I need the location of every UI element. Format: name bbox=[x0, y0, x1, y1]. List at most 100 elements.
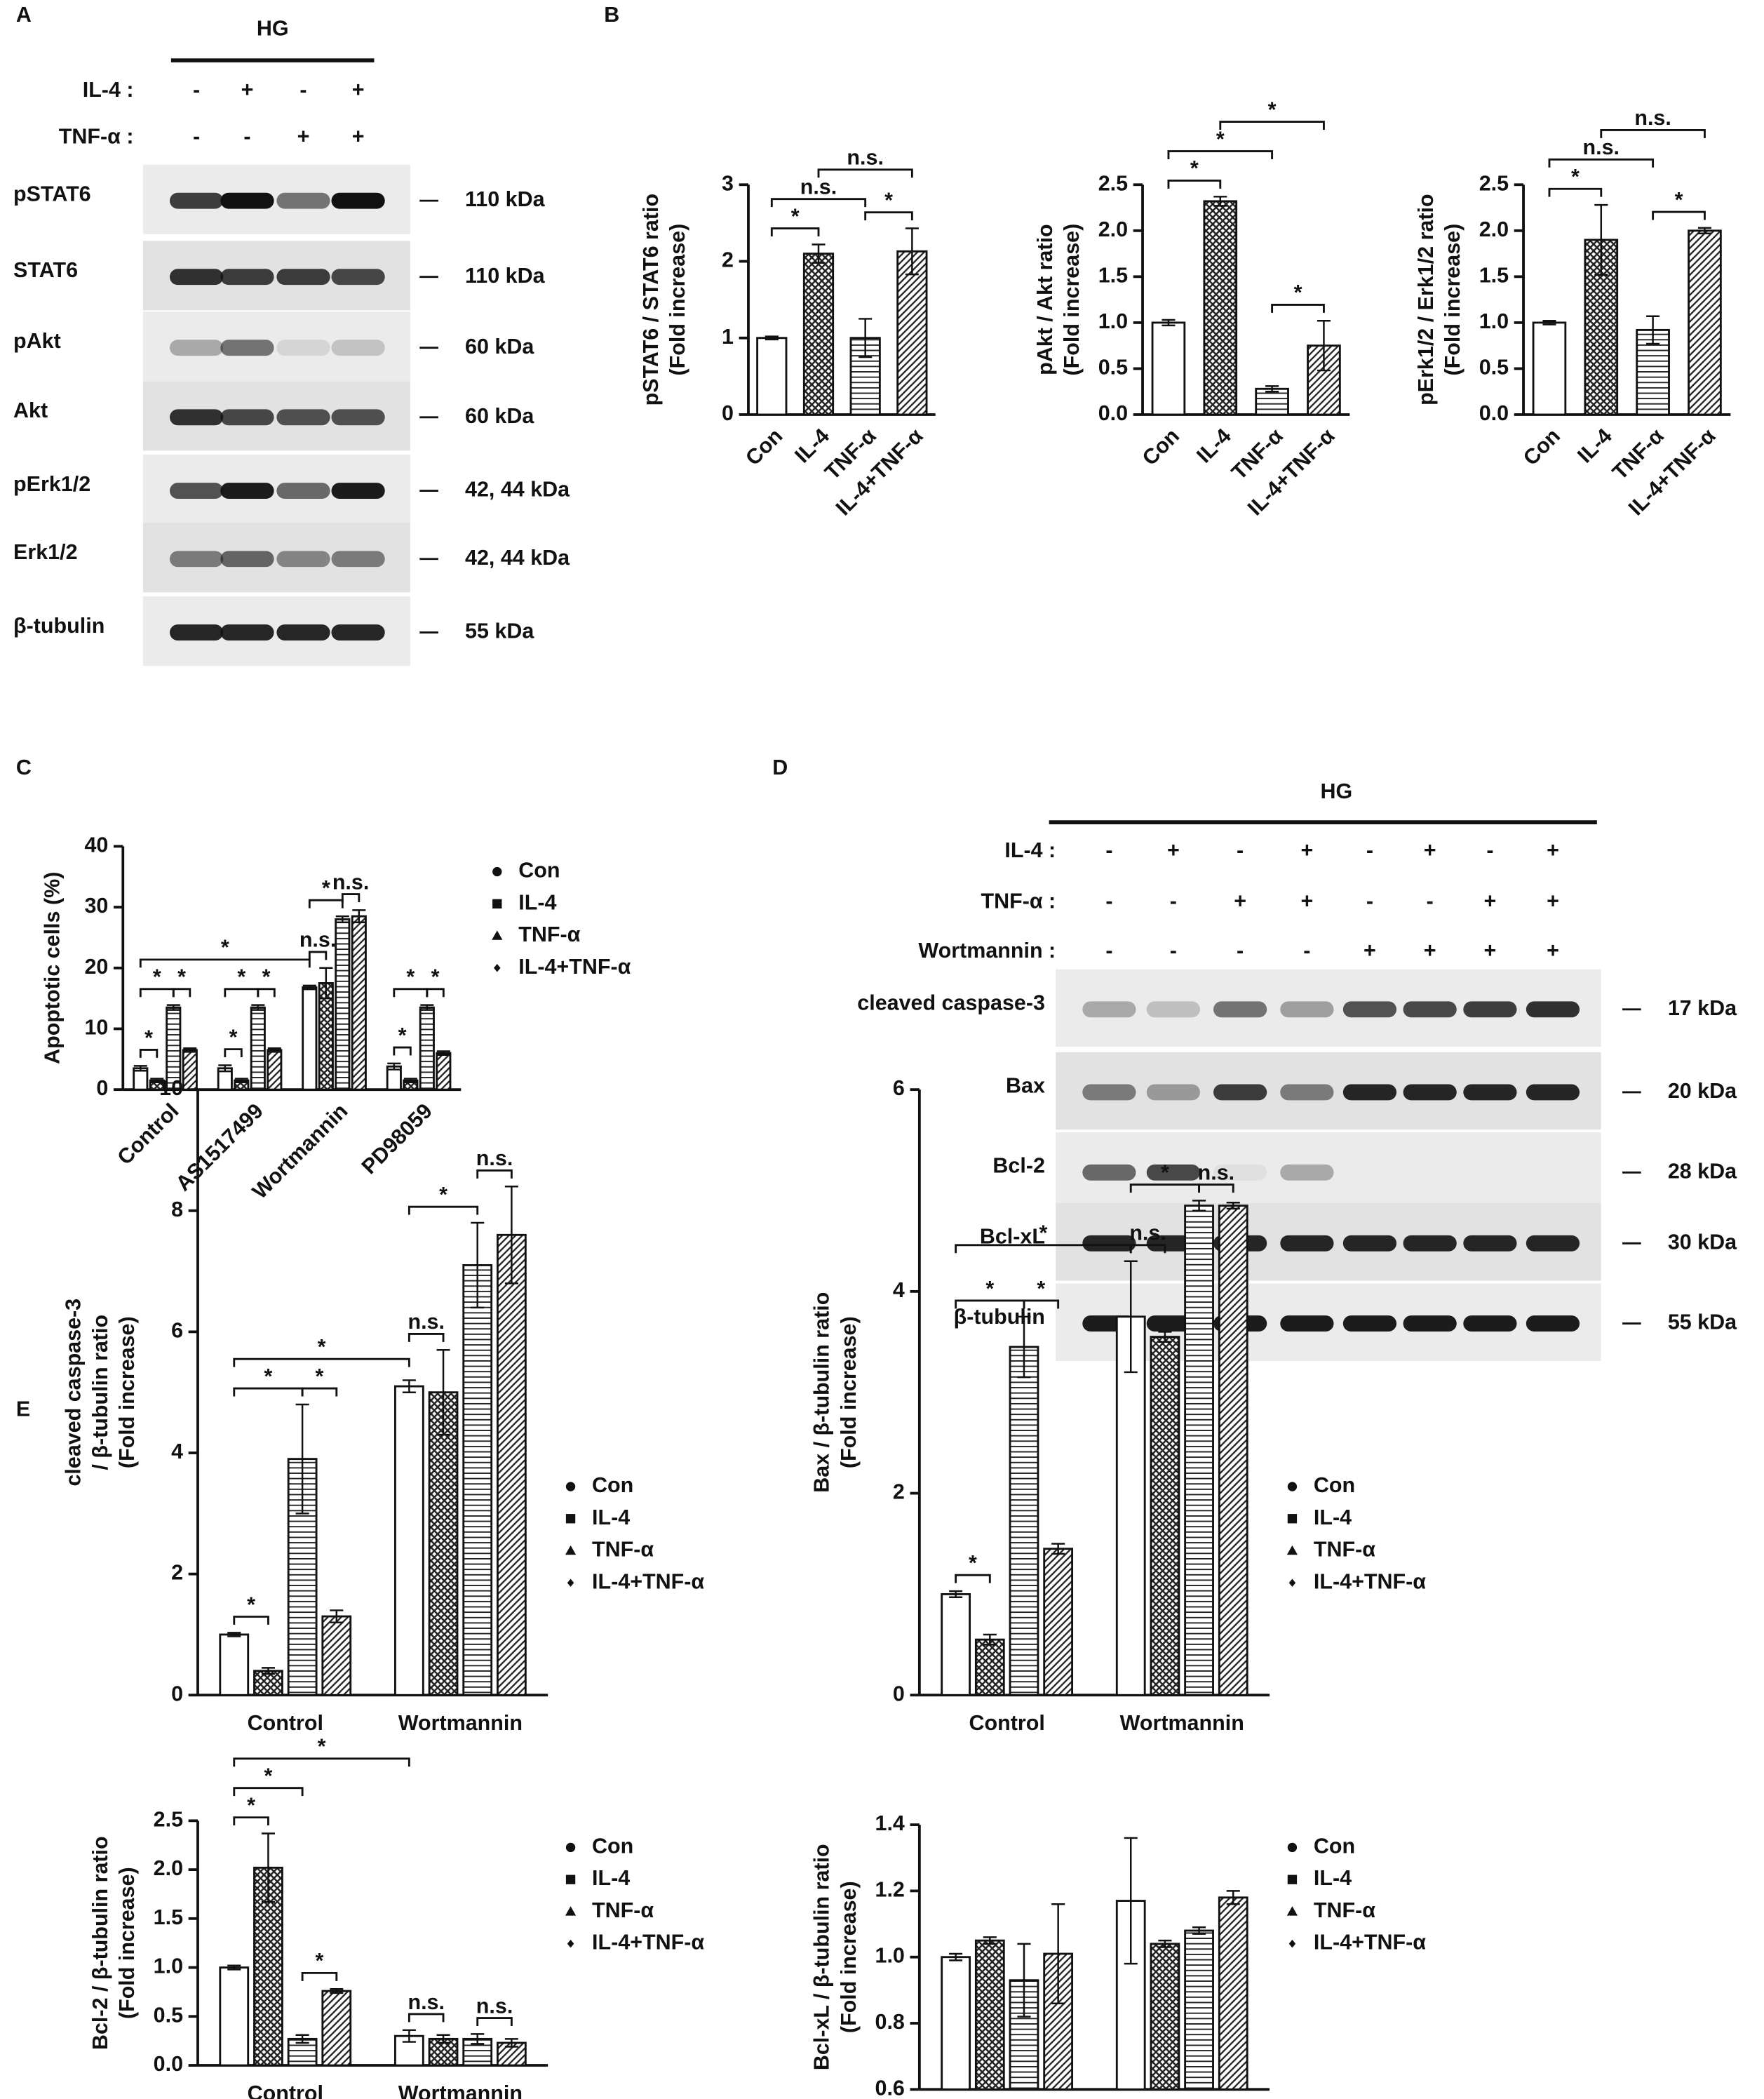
error-bar bbox=[218, 1064, 232, 1073]
significance-bracket bbox=[257, 988, 276, 998]
legend-label: IL-4+TNF-α bbox=[1314, 1931, 1426, 1954]
band-name: β-tubulin bbox=[954, 1305, 1045, 1329]
band-size: 110 kDa bbox=[465, 264, 546, 288]
error-bar bbox=[983, 1936, 997, 1945]
band-name: Bcl-2 bbox=[992, 1154, 1045, 1178]
significance-label: * bbox=[1190, 156, 1199, 180]
blot-band bbox=[276, 269, 330, 286]
y-axis-label: pAkt / Akt ratio bbox=[1033, 224, 1057, 375]
legend-marker bbox=[494, 964, 501, 972]
bar bbox=[182, 1049, 198, 1091]
bar bbox=[1688, 229, 1722, 416]
band-size: 17 kDa bbox=[1668, 996, 1737, 1020]
x-tick-label: Control bbox=[248, 1711, 323, 1735]
error-bar bbox=[402, 2029, 416, 2043]
error-bar bbox=[1192, 1926, 1206, 1935]
significance-label: * bbox=[1037, 1277, 1045, 1301]
blot-band bbox=[169, 624, 224, 641]
y-tick-label: 0.5 bbox=[154, 2003, 183, 2027]
panel-label: D bbox=[772, 756, 788, 779]
legend-label: IL-4+TNF-α bbox=[592, 1569, 704, 1593]
y-axis-label: pErk1/2 / Erk1/2 ratio bbox=[1414, 194, 1438, 405]
legend-marker bbox=[567, 1578, 574, 1587]
significance-label: * bbox=[439, 1183, 447, 1207]
y-tick-label: 4 bbox=[171, 1440, 183, 1463]
treatment-sign: - bbox=[1237, 939, 1244, 963]
y-tick-label: 0.8 bbox=[875, 2010, 905, 2034]
legend-label: Con bbox=[518, 859, 560, 883]
y-axis-label: cleaved caspase-3 bbox=[62, 1299, 86, 1487]
blot-band bbox=[1146, 1001, 1200, 1018]
blot-band bbox=[1403, 1235, 1457, 1252]
legend-label: Con bbox=[1314, 1473, 1355, 1497]
legend-marker bbox=[565, 1482, 576, 1491]
blot-band bbox=[1280, 1315, 1334, 1332]
error-bar bbox=[436, 2034, 450, 2044]
treatment-sign: - bbox=[299, 78, 307, 102]
y-tick-label: 0.6 bbox=[875, 2076, 905, 2099]
treatment-sign: - bbox=[193, 78, 200, 102]
error-bar bbox=[471, 2033, 485, 2045]
bar bbox=[974, 1939, 1005, 2091]
blot-header: HG bbox=[257, 16, 289, 40]
treatment-label: IL-4 : bbox=[83, 78, 134, 102]
bar bbox=[941, 1592, 971, 1696]
legend-marker bbox=[567, 1939, 574, 1948]
legend-label: IL-4 bbox=[592, 1866, 630, 1890]
significance-label: * bbox=[316, 1949, 324, 1973]
blot-band bbox=[1082, 1164, 1136, 1181]
significance-label: n.s. bbox=[1198, 1160, 1235, 1184]
blot-band bbox=[331, 409, 385, 426]
error-bar bbox=[859, 318, 873, 358]
treatment-sign: - bbox=[243, 125, 250, 149]
error-bar bbox=[1594, 203, 1608, 276]
error-bar bbox=[319, 967, 333, 1000]
significance-label: * bbox=[153, 965, 161, 989]
blot-band bbox=[1082, 1235, 1136, 1252]
legend-label: IL-4 bbox=[518, 890, 556, 914]
significance-label: n.s. bbox=[1129, 1221, 1166, 1245]
error-bar bbox=[330, 1609, 344, 1623]
significance-bracket bbox=[308, 899, 344, 908]
x-tick-label: PD98059 bbox=[357, 1099, 437, 1179]
significance-bracket bbox=[233, 1757, 410, 1767]
blot-panel bbox=[1056, 1132, 1601, 1210]
error-bar bbox=[436, 1349, 450, 1436]
bar bbox=[1115, 1315, 1146, 1696]
band-name: Erk1/2 bbox=[13, 540, 77, 564]
y-tick-label: 0.0 bbox=[1098, 401, 1128, 425]
significance-label: * bbox=[1571, 165, 1580, 189]
y-tick-label: 2.5 bbox=[1098, 171, 1128, 195]
y-tick-label: 1.5 bbox=[1098, 263, 1128, 287]
y-axis-label: (Fold increase) bbox=[115, 1316, 139, 1468]
legend-label: IL-4+TNF-α bbox=[592, 1931, 704, 1954]
x-tick-label: Control bbox=[969, 1711, 1044, 1735]
legend-label: IL-4 bbox=[1314, 1866, 1352, 1890]
blot-band bbox=[1280, 1001, 1334, 1018]
error-bar bbox=[295, 2034, 309, 2044]
bar bbox=[1203, 200, 1238, 416]
treatment-sign: + bbox=[1547, 889, 1559, 913]
legend-marker bbox=[565, 1514, 576, 1524]
significance-bracket bbox=[233, 1387, 304, 1397]
band-size: 42, 44 kDa bbox=[465, 478, 570, 502]
significance-bracket bbox=[770, 198, 867, 208]
y-tick-label: 2.5 bbox=[154, 1807, 183, 1831]
x-tick-label: Control bbox=[248, 2081, 323, 2099]
bar bbox=[896, 250, 928, 416]
blot-band bbox=[220, 624, 274, 641]
significance-label: * bbox=[318, 1735, 326, 1759]
significance-bracket bbox=[301, 1971, 338, 1981]
y-axis-label: (Fold increase) bbox=[115, 1867, 139, 2019]
band-size: 42, 44 kDa bbox=[465, 546, 570, 570]
significance-label: n.s. bbox=[476, 1994, 513, 2018]
significance-label: * bbox=[177, 965, 186, 989]
significance-label: n.s. bbox=[408, 1310, 445, 1334]
treatment-sign: + bbox=[1300, 889, 1313, 913]
blot-band bbox=[220, 551, 274, 568]
blot-band bbox=[331, 269, 385, 286]
significance-label: * bbox=[1216, 127, 1225, 151]
significance-label: * bbox=[1268, 98, 1277, 121]
legend-label: IL-4 bbox=[592, 1505, 630, 1529]
significance-label: * bbox=[247, 1592, 255, 1616]
